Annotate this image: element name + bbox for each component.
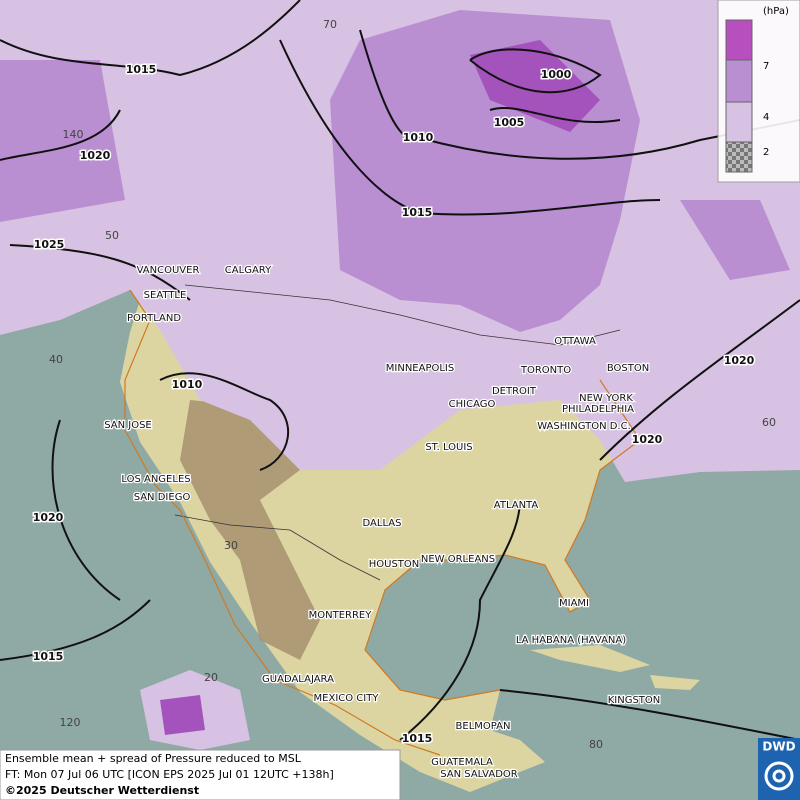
city-label: SEATTLE [144,290,187,301]
legend-swatch [725,101,753,143]
logo-swirl [764,761,794,791]
spread-mid [0,10,790,332]
city-label: CHICAGO [449,399,496,410]
graticule-label: 30 [224,539,238,552]
footer-box [0,749,401,800]
legend-swatch [725,59,753,103]
city-label: MONTERREY [309,610,373,621]
spread-high [160,40,600,735]
city-label: OTTAWA [554,336,596,347]
isobars [0,0,800,741]
mountains [180,400,320,660]
city-label: KINGSTON [608,695,661,706]
city-label: BELMOPAN [456,721,511,732]
legend: (hPa) 7 4 2 [717,0,800,183]
graticule-label: 140 [63,128,84,141]
legend-unit: (hPa) [763,6,789,17]
graticule-label: 120 [60,716,81,729]
graticule-label: 60 [762,416,776,429]
city-label: PORTLAND [127,313,181,324]
isobar-label: 1010 [172,378,203,391]
legend-swatch [725,141,753,173]
isobar-label: 1010 [403,131,434,144]
city-label: VANCOUVER [137,265,200,276]
city-label: TORONTO [520,365,571,376]
labels: 70 140 50 40 60 30 20 120 80 1015 1000 1005 1010 1020… [31,18,776,781]
isobar-label: 1020 [33,511,64,524]
footer-line: ©2025 Deutscher Wetterdienst [5,784,199,797]
isobar-label: 1015 [402,206,433,219]
isobar-label: 1015 [402,732,433,745]
coastline [124,289,641,756]
city-label: CALGARY [225,265,272,276]
legend-swatch [725,19,753,61]
graticule-label: 80 [589,738,603,751]
graticule-label: 40 [49,353,63,366]
city-label: SAN JOSE [104,420,152,431]
city-label: SAN SALVADOR [440,769,517,780]
city-label: DALLAS [363,518,402,529]
isobar-label: 1000 [541,68,572,81]
graticule-label: 20 [204,671,218,684]
city-label: PHILADELPHIA [562,404,634,415]
city-label: GUADALAJARA [262,674,334,685]
city-label: NEW ORLEANS [421,554,495,565]
city-label: LA HABANA (HAVANA) [516,635,626,646]
footer: Ensemble mean + spread of Pressure reduc… [0,749,401,800]
caribbean-islands [530,645,700,690]
city-label: ATLANTA [494,500,539,511]
city-label: HOUSTON [369,559,420,570]
isobar-label: 1015 [33,650,64,663]
logo-text: DWD [762,740,795,754]
city-label: DETROIT [492,386,537,397]
isobar-label: 1020 [724,354,755,367]
isobar-label: 1020 [80,149,111,162]
city-label: NEW YORK [579,393,633,404]
graticule-label: 50 [105,229,119,242]
footer-line: FT: Mon 07 Jul 06 UTC [ICON EPS 2025 Jul… [5,768,334,781]
city-label: BOSTON [607,363,649,374]
city-label: MEXICO CITY [314,693,380,704]
city-label: WASHINGTON D.C. [537,421,631,432]
isobar-label: 1020 [632,433,663,446]
city-label: ST. LOUIS [425,442,472,453]
graticule-label: 70 [323,18,337,31]
legend-level: 4 [763,112,769,123]
isobar-label: 1015 [126,63,157,76]
city-label: MIAMI [559,598,589,609]
logo: DWD [758,738,800,800]
city-label: GUATEMALA [431,757,493,768]
borders [174,284,621,581]
isobar-label: 1025 [34,238,65,251]
legend-level: 2 [763,147,769,158]
city-label: SAN DIEGO [134,492,191,503]
city-label: MINNEAPOLIS [386,363,454,374]
logo-swirl [772,769,786,783]
city-label: LOS ANGELES [121,474,190,485]
isobar-label: 1005 [494,116,525,129]
footer-line: Ensemble mean + spread of Pressure reduc… [5,752,302,765]
legend-level: 7 [763,61,769,72]
